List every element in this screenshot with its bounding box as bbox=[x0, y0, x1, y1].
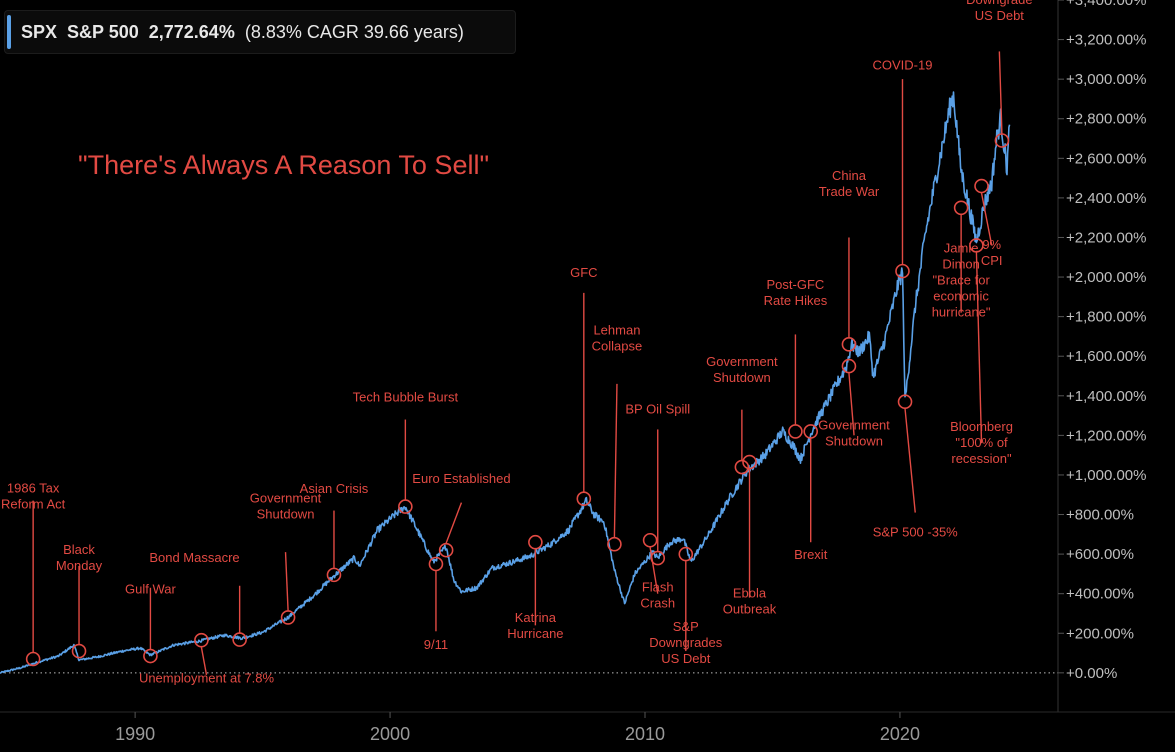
y-tick-label: +3,400.00% bbox=[1066, 0, 1147, 9]
annotation-label: BP Oil Spill bbox=[625, 402, 690, 417]
y-tick-label: +1,600.00% bbox=[1066, 348, 1147, 365]
y-tick-label: +2,400.00% bbox=[1066, 190, 1147, 207]
annotation-marker bbox=[734, 459, 750, 475]
annotation-marker bbox=[897, 394, 913, 410]
y-tick-label: +3,000.00% bbox=[1066, 71, 1147, 88]
x-tick-label: 1990 bbox=[115, 724, 155, 744]
annotation-label: Black Monday bbox=[56, 542, 103, 573]
y-tick-label: +1,200.00% bbox=[1066, 427, 1147, 444]
annotation-label: Moody'sDowngradeUS Debt bbox=[966, 0, 1033, 23]
annotation-connector bbox=[980, 192, 993, 246]
annotation-marker bbox=[841, 358, 857, 374]
annotation-marker bbox=[953, 200, 969, 216]
annotation-marker bbox=[326, 567, 342, 583]
y-tick-label: +800.00% bbox=[1066, 507, 1134, 524]
y-tick-label: +2,200.00% bbox=[1066, 229, 1147, 246]
annotation-marker bbox=[974, 178, 989, 194]
y-tick-label: +2,000.00% bbox=[1066, 269, 1147, 286]
annotation-label: S&P Downgrades US Debt bbox=[649, 619, 722, 666]
annotation-label: China Trade War bbox=[819, 168, 880, 199]
annotation-marker bbox=[398, 499, 413, 514]
annotation-connector bbox=[445, 502, 463, 544]
annotation-connector bbox=[848, 373, 855, 436]
legend-symbol: SPX bbox=[21, 21, 58, 42]
annotation-marker bbox=[969, 238, 984, 253]
annotation-label: 9/11 bbox=[424, 637, 448, 652]
annotation-label: Ebola Outbreak bbox=[723, 585, 777, 616]
y-tick-label: +3,200.00% bbox=[1066, 32, 1147, 49]
y-tick-label: +2,800.00% bbox=[1066, 111, 1147, 128]
annotation-label: Katrina Hurricane bbox=[507, 610, 563, 641]
annotation-connector bbox=[649, 547, 659, 594]
legend-text: SPX S&P 500 2,772.64% (8.83% CAGR 39.66 yea… bbox=[21, 22, 464, 43]
annotation-marker bbox=[895, 263, 910, 279]
annotation-marker bbox=[678, 546, 694, 562]
annotation-connector bbox=[284, 552, 289, 611]
annotation-connector bbox=[904, 408, 916, 513]
annotation-marker bbox=[71, 643, 87, 659]
annotation-marker bbox=[280, 610, 296, 625]
annotation-label: Government Shutdown bbox=[818, 417, 890, 448]
x-tick-label: 2020 bbox=[880, 724, 920, 744]
y-tick-label: +1,000.00% bbox=[1066, 467, 1147, 484]
annotation-label: 9% CPI bbox=[981, 237, 1003, 268]
y-tick-label: +1,400.00% bbox=[1066, 388, 1147, 405]
annotation-marker bbox=[143, 648, 158, 664]
annotation-connector bbox=[613, 383, 618, 538]
annotation-label: Flash Crash bbox=[640, 580, 675, 611]
series-line-sp500 bbox=[0, 91, 1011, 674]
annotation-label: Bond Massacre bbox=[149, 550, 239, 565]
annotation-marker bbox=[194, 632, 209, 648]
annotation-label: S&P 500 -35% bbox=[873, 524, 958, 539]
annotation-label: Post-GFC Rate Hikes bbox=[764, 277, 828, 308]
annotation-marker bbox=[788, 424, 803, 439]
annotation-label: 1986 Tax Reform Act bbox=[1, 481, 66, 512]
annotation-marker bbox=[528, 534, 543, 550]
annotation-label: Euro Established bbox=[412, 471, 510, 486]
annotation-label: COVID-19 bbox=[873, 57, 933, 72]
legend-name: S&P 500 bbox=[67, 21, 139, 42]
annotation-label: Bloomberg "100% of recession" bbox=[950, 419, 1013, 466]
y-tick-label: +400.00% bbox=[1066, 586, 1134, 603]
annotation-marker bbox=[607, 536, 622, 552]
chart-quote: "There's Always A Reason To Sell" bbox=[78, 150, 490, 180]
annotation-marker bbox=[438, 542, 454, 558]
annotation-marker bbox=[742, 454, 757, 470]
annotation-label: Government Shutdown bbox=[250, 490, 322, 521]
annotation-marker bbox=[841, 337, 857, 352]
annotation-connector bbox=[998, 51, 1003, 134]
annotation-marker bbox=[803, 424, 819, 439]
annotation-label: Government Shutdown bbox=[706, 354, 778, 385]
y-tick-label: +1,800.00% bbox=[1066, 309, 1147, 326]
annotation-label: Lehman Collapse bbox=[592, 322, 643, 353]
legend-cagr: (8.83% CAGR 39.66 years) bbox=[244, 21, 464, 42]
annotation-label: GFC bbox=[570, 265, 597, 280]
legend-series-swatch bbox=[7, 15, 11, 49]
annotation-marker bbox=[428, 556, 444, 572]
annotation-label: Unemployment at 7.8% bbox=[139, 671, 275, 686]
legend-value: 2,772.64% bbox=[148, 21, 235, 42]
annotation-label: Gulf War bbox=[125, 582, 176, 597]
x-tick-label: 2010 bbox=[625, 724, 665, 744]
y-tick-label: +600.00% bbox=[1066, 546, 1134, 563]
annotation-marker bbox=[232, 632, 247, 647]
annotation-marker bbox=[642, 532, 658, 548]
annotation-label: Brexit bbox=[794, 547, 828, 562]
annotation-marker bbox=[576, 491, 592, 506]
annotation-label: Jamie Dimon "Brace for economic hurricane" bbox=[932, 241, 991, 320]
annotation-label: Asian Crisis bbox=[300, 481, 369, 496]
y-tick-label: +2,600.00% bbox=[1066, 150, 1147, 167]
annotation-connector bbox=[975, 252, 983, 444]
y-tick-label: +200.00% bbox=[1066, 625, 1134, 642]
legend: SPX S&P 500 2,772.64% (8.83% CAGR 39.66 yea… bbox=[4, 10, 516, 54]
annotation-label: Tech Bubble Burst bbox=[353, 390, 459, 405]
y-tick-label: +0.00% bbox=[1066, 665, 1117, 682]
annotation-connector bbox=[200, 647, 208, 675]
annotation-marker bbox=[25, 651, 41, 667]
x-tick-label: 2000 bbox=[370, 724, 410, 744]
annotation-marker bbox=[994, 133, 1010, 148]
